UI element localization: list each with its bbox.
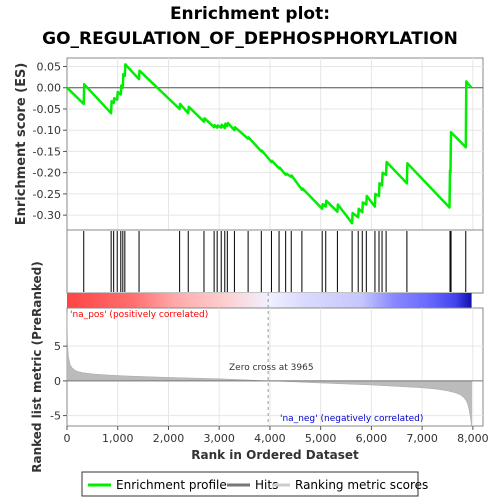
hits-marks [83,231,467,292]
es-y-ticks: 0.05 0.00 -0.05 -0.10 -0.15 -0.20 -0.25 -0.30 [33,60,67,222]
es-tick-label: -0.20 [33,167,61,180]
x-tick-label: 2,000 [153,432,185,445]
legend-hits-label: Hits [255,478,278,492]
legend-enrichment-label: Enrichment profile [116,478,227,492]
chart-title-line-2: GO_REGULATION_OF_DEPHOSPHORYLATION [42,29,458,49]
es-tick-label: 0.05 [37,60,62,73]
x-tick-label: 4,000 [254,432,286,445]
x-tick-label: 7,000 [406,432,438,445]
es-tick-label: 0.00 [37,82,62,95]
x-tick-label: 1,000 [102,432,134,445]
enrichment-profile-line [66,63,473,225]
x-tick-label: 0 [64,432,71,445]
es-tick-label: -0.30 [33,209,61,222]
hits-panel [66,229,484,294]
ranking-metric-area [66,311,472,427]
negative-correlation-label: 'na_neg' (negatively correlated) [280,414,423,424]
x-axis-label: Rank in Ordered Dataset [191,448,359,462]
metric-y-ticks: 5 0 -5 [50,340,67,423]
legend-metric-label: Ranking metric scores [295,478,428,492]
positive-correlation-label: 'na_pos' (positively correlated) [70,310,208,320]
ranking-gradient-bar [67,293,472,308]
chart-title-line-1: Enrichment plot: [170,4,330,24]
x-tick-label: 6,000 [356,432,388,445]
metric-tick-label: -5 [50,410,61,423]
zero-cross-label: Zero cross at 3965 [229,363,314,373]
x-ticks: 0 1,000 2,000 3,000 4,000 5,000 6,000 7,000 8,00… [64,426,489,445]
metric-tick-label: 0 [54,375,61,388]
es-tick-label: -0.25 [33,188,61,201]
es-tick-label: -0.15 [33,145,61,158]
metric-tick-label: 5 [54,340,61,353]
es-tick-label: -0.05 [33,103,61,116]
es-panel [66,57,484,231]
x-tick-label: 5,000 [305,432,337,445]
x-tick-label: 8,000 [457,432,489,445]
es-tick-label: -0.10 [33,124,61,137]
es-y-axis-label: Enrichment score (ES) [14,63,29,226]
x-tick-label: 3,000 [203,432,235,445]
metric-y-axis-label: Ranked list metric (PreRanked) [30,261,44,473]
